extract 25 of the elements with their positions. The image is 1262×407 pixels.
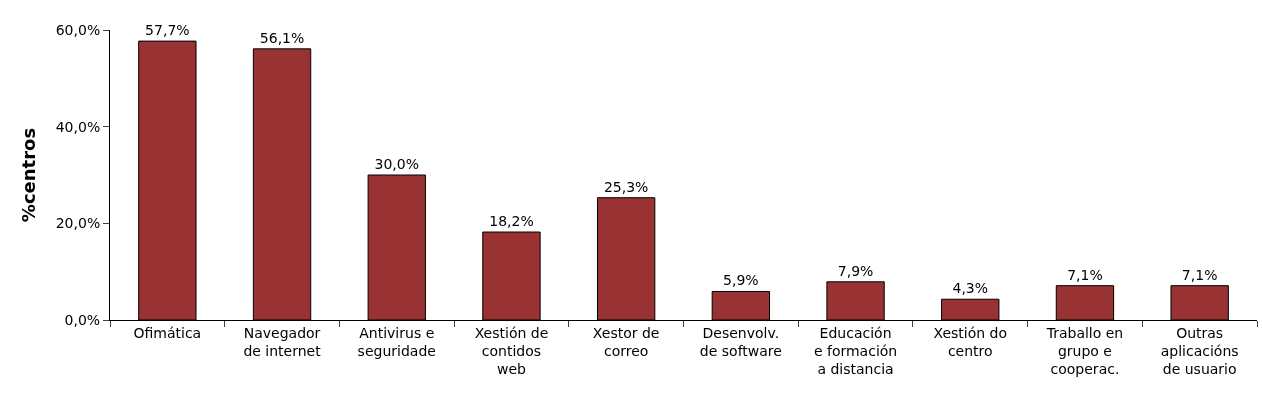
x-tick-label: Xestión de contidos web xyxy=(474,324,549,378)
data-label: 4,3% xyxy=(952,280,989,297)
y-tick-label: 20,0% xyxy=(55,215,101,232)
y-tick-label: 0,0% xyxy=(64,311,101,328)
data-label: 30,0% xyxy=(374,156,419,172)
x-tick-label: Antivirus e seguridade xyxy=(357,324,436,359)
data-label: 56,1% xyxy=(259,29,305,46)
x-tick-label: Outras aplicacións de usuario xyxy=(1160,324,1239,378)
data-label: 18,2% xyxy=(489,213,534,230)
data-label: 7,1% xyxy=(1067,266,1103,283)
data-label: 5,9% xyxy=(723,272,759,289)
x-tick-label: Xestión do centro xyxy=(933,324,1008,359)
x-tick-label: Xestor de correo xyxy=(592,324,660,359)
y-axis-title: %centros xyxy=(17,127,39,223)
data-label: 7,9% xyxy=(837,262,874,279)
data-label: 25,3% xyxy=(603,178,649,195)
y-tick-label: 60,0% xyxy=(55,21,101,38)
data-label: 7,1% xyxy=(1181,266,1218,283)
data-label: 57,7% xyxy=(145,22,190,39)
x-tick-label: Desenvolv. de software xyxy=(699,324,782,359)
y-tick-label: 40,0% xyxy=(55,118,101,135)
x-tick-label: Navegador de internet xyxy=(243,324,322,359)
x-tick-label: Ofimática xyxy=(133,324,202,341)
x-tick-label: Traballo en grupo e cooperac. xyxy=(1045,324,1124,378)
x-tick-label: Educación e formación a distancia xyxy=(813,324,898,378)
